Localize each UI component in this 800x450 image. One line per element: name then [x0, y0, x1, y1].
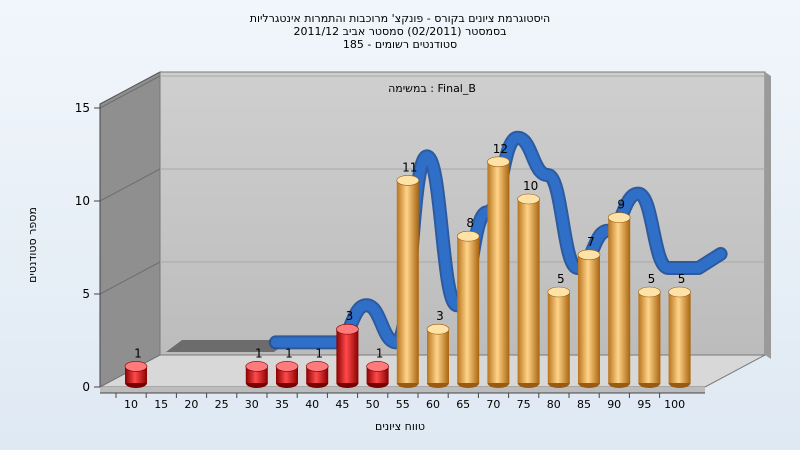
x-tick-label: 70 — [486, 398, 500, 411]
x-tick-label: 90 — [607, 398, 621, 411]
bar-group: 3 — [336, 309, 359, 388]
bar-top — [456, 230, 480, 242]
data-label: 5 — [678, 272, 686, 286]
data-label: 3 — [346, 309, 354, 323]
bar — [517, 199, 540, 383]
x-tick-label: 100 — [664, 398, 685, 411]
bar-top — [577, 249, 601, 261]
bar — [336, 329, 359, 383]
x-tick-label: 75 — [517, 398, 531, 411]
bar — [487, 161, 510, 383]
bar — [427, 329, 449, 383]
bar — [608, 217, 631, 383]
bar — [547, 292, 570, 383]
bar-group: 11 — [396, 160, 420, 388]
x-tick-label: 25 — [215, 398, 229, 411]
data-label: 1 — [285, 346, 293, 360]
x-tick-label: 80 — [547, 398, 561, 411]
x-tick-label: 15 — [154, 398, 168, 411]
data-label: 10 — [523, 179, 538, 193]
bar-top — [517, 193, 540, 205]
bar-group: 1 — [124, 346, 148, 388]
x-tick-label: 50 — [366, 398, 380, 411]
x-tick-label: 55 — [396, 398, 410, 411]
data-label: 7 — [587, 235, 595, 249]
bar-group: 1 — [305, 346, 329, 388]
trend-curve — [270, 132, 726, 348]
back-wall-edge — [765, 72, 771, 359]
bar — [396, 180, 419, 383]
bar-top — [305, 361, 329, 372]
bar-group: 1 — [366, 346, 389, 388]
x-tick-label: 20 — [184, 398, 198, 411]
data-label: 1 — [134, 346, 142, 360]
bar-top — [275, 361, 299, 372]
x-tick-label: 30 — [245, 398, 259, 411]
title-line-1: היסטוגרמת ציונים בקורס - פונקצ' מרוכבות … — [250, 12, 551, 25]
data-label: 3 — [436, 309, 444, 323]
bar-group: 5 — [668, 272, 691, 388]
y-tick-label: 0 — [82, 380, 90, 394]
x-tick-label: 35 — [275, 398, 289, 411]
bar-top — [607, 212, 631, 223]
side-gridline — [99, 168, 161, 202]
x-tick-label: 65 — [456, 398, 470, 411]
bar — [668, 292, 691, 383]
data-label: 1 — [255, 346, 263, 360]
data-label: 5 — [557, 272, 565, 286]
x-tick-label: 95 — [637, 398, 651, 411]
bar-top — [366, 361, 389, 372]
bar-top — [124, 361, 148, 372]
y-tick-label: 15 — [75, 101, 90, 115]
bar-top — [245, 361, 269, 372]
data-label: 5 — [648, 272, 656, 286]
bar-group: 5 — [638, 272, 661, 388]
side-gridline — [99, 261, 161, 295]
floor-shelf — [166, 340, 290, 352]
bar-top — [487, 156, 510, 168]
x-tick-label: 45 — [335, 398, 349, 411]
x-tick-label: 60 — [426, 398, 440, 411]
bar-group: 3 — [426, 309, 450, 388]
bar — [578, 254, 600, 383]
title-line-3: סטודנטים רשומים - 185 — [343, 38, 457, 51]
title-line-2: בסמסטר (02/2011) סמסטר אביב 2011/12 — [293, 25, 506, 38]
bar-top — [426, 323, 450, 335]
bar-group: 8 — [456, 216, 480, 388]
bar — [457, 236, 480, 383]
bar-group: 5 — [547, 272, 571, 388]
floor-front-edge — [100, 387, 705, 393]
x-tick-label: 10 — [124, 398, 138, 411]
bar-top — [396, 175, 420, 186]
side-wall — [99, 71, 161, 388]
bar-group: 9 — [607, 198, 631, 388]
x-axis-label: טווח ציונים — [375, 420, 425, 433]
y-axis-label: מספר סטודנטים — [26, 207, 39, 283]
bar-group: 10 — [517, 179, 540, 388]
data-label: 9 — [617, 198, 625, 212]
data-label: 1 — [376, 346, 384, 360]
x-tick-label: 85 — [577, 398, 591, 411]
bar — [638, 292, 661, 383]
bar-group: 12 — [487, 142, 510, 388]
y-tick-label: 5 — [82, 287, 90, 301]
bar-top — [336, 323, 359, 335]
data-label: 11 — [402, 160, 417, 174]
bar-group: 7 — [577, 235, 601, 388]
side-gridline — [99, 75, 161, 109]
data-label: 12 — [493, 142, 508, 156]
x-tick-label: 40 — [305, 398, 319, 411]
bar-top — [547, 286, 571, 298]
bar-group: 1 — [275, 346, 299, 388]
chart-annotation: במשימה : Final_B — [388, 82, 476, 95]
data-label: 1 — [315, 346, 323, 360]
y-tick-label: 10 — [75, 194, 90, 208]
bar-group: 1 — [245, 346, 269, 388]
bar-top — [638, 286, 661, 298]
data-label: 8 — [466, 216, 474, 230]
bar-top — [668, 286, 691, 298]
